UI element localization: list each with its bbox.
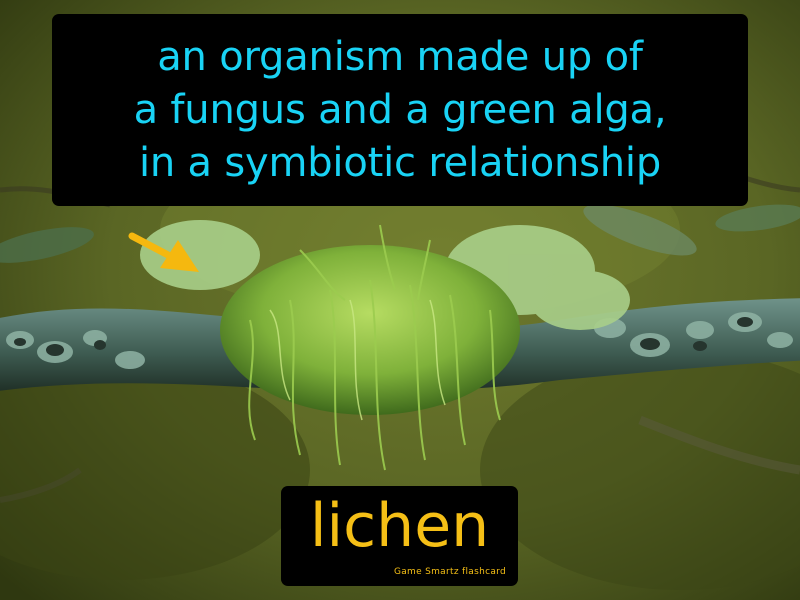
definition-line-3: in a symbiotic relationship [138,139,662,186]
term-panel: lichen Game Smartz flashcard [281,486,518,586]
definition-line-1: an organism made up of [157,33,643,80]
definition-line-2: a fungus and a green alga, [133,86,667,133]
brand-label: Game Smartz flashcard [393,567,506,577]
definition-panel: an organism made up of a fungus and a gr… [52,14,748,206]
pointer-arrow [128,232,199,272]
term-word: lichen [309,491,490,561]
